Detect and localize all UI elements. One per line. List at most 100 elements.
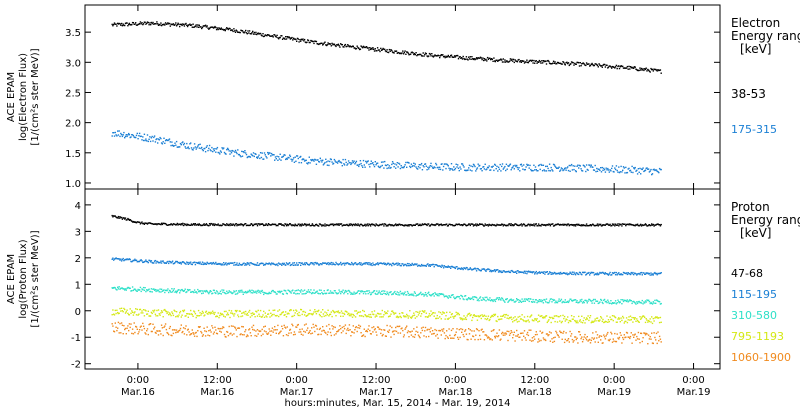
data-point [532,319,534,322]
data-point [237,264,239,266]
data-point [379,292,381,294]
data-point [113,331,116,333]
data-point [343,264,346,266]
data-point [518,301,520,303]
data-point [277,264,279,267]
data-point [315,313,318,315]
data-point [204,290,206,292]
data-point [526,320,528,322]
data-point [149,22,151,24]
data-point [427,316,429,318]
data-point [279,263,281,265]
data-point [336,224,339,226]
data-point [476,328,479,331]
data-point [336,223,338,225]
data-point [417,223,419,225]
data-point [424,223,427,225]
data-point [325,44,328,47]
data-point [640,301,642,304]
data-point [150,311,153,314]
data-point [387,262,389,264]
data-point [351,160,354,162]
data-point [524,225,526,227]
data-point [585,300,588,302]
data-point [318,161,321,163]
data-point [251,289,253,291]
data-point [519,271,522,273]
data-point [258,313,260,315]
data-point [210,262,212,264]
data-point [365,224,368,226]
data-point [364,314,366,316]
data-point [537,314,540,316]
data-point [312,40,314,43]
data-point [357,223,359,225]
data-point [607,169,610,171]
data-point [336,292,339,295]
data-point [469,314,471,317]
data-point [534,334,537,336]
data-point [422,224,424,226]
data-point [480,223,482,225]
data-point [556,334,559,336]
data-point [192,149,194,151]
data-point [391,331,394,333]
data-point [245,264,248,266]
data-point [199,224,201,226]
data-point [208,223,211,225]
data-point [572,299,574,302]
data-point [313,42,315,45]
data-point [248,291,250,293]
data-point [535,169,537,171]
data-point [286,313,288,315]
data-point [439,329,441,332]
data-point [155,138,157,141]
data-point [270,292,272,294]
data-point [312,292,314,294]
data-point [193,223,195,225]
data-point [644,170,646,172]
data-point [305,159,307,161]
data-point [344,289,347,292]
data-point [591,302,593,304]
data-point [288,262,290,265]
data-point [167,139,169,142]
data-point [500,224,502,226]
data-point [560,273,563,275]
data-point [533,223,535,225]
data-point [174,329,176,331]
data-point [282,37,285,39]
data-point [320,263,322,265]
data-point [446,163,448,165]
data-point [205,26,208,28]
data-point [538,340,541,342]
data-point [384,262,387,265]
data-point [206,326,208,328]
data-point [436,294,438,297]
data-point [464,169,466,171]
data-point [310,159,312,161]
data-point [475,297,478,299]
data-point [574,319,576,322]
data-point [129,136,131,139]
data-point [528,271,530,273]
data-point [354,316,357,318]
data-point [382,47,384,50]
data-point [281,311,284,314]
data-point [144,139,146,142]
data-point [567,223,569,225]
data-point [523,223,525,225]
data-point [132,314,135,316]
data-point [314,40,317,42]
data-point [505,333,508,335]
data-point [559,62,562,65]
data-point [310,313,312,315]
data-point [596,273,598,276]
data-point [491,223,493,226]
data-point [548,272,550,275]
data-point [302,290,304,292]
data-point [572,273,574,276]
data-point [649,71,651,73]
data-point [234,149,237,152]
series-47-68 [111,214,662,227]
